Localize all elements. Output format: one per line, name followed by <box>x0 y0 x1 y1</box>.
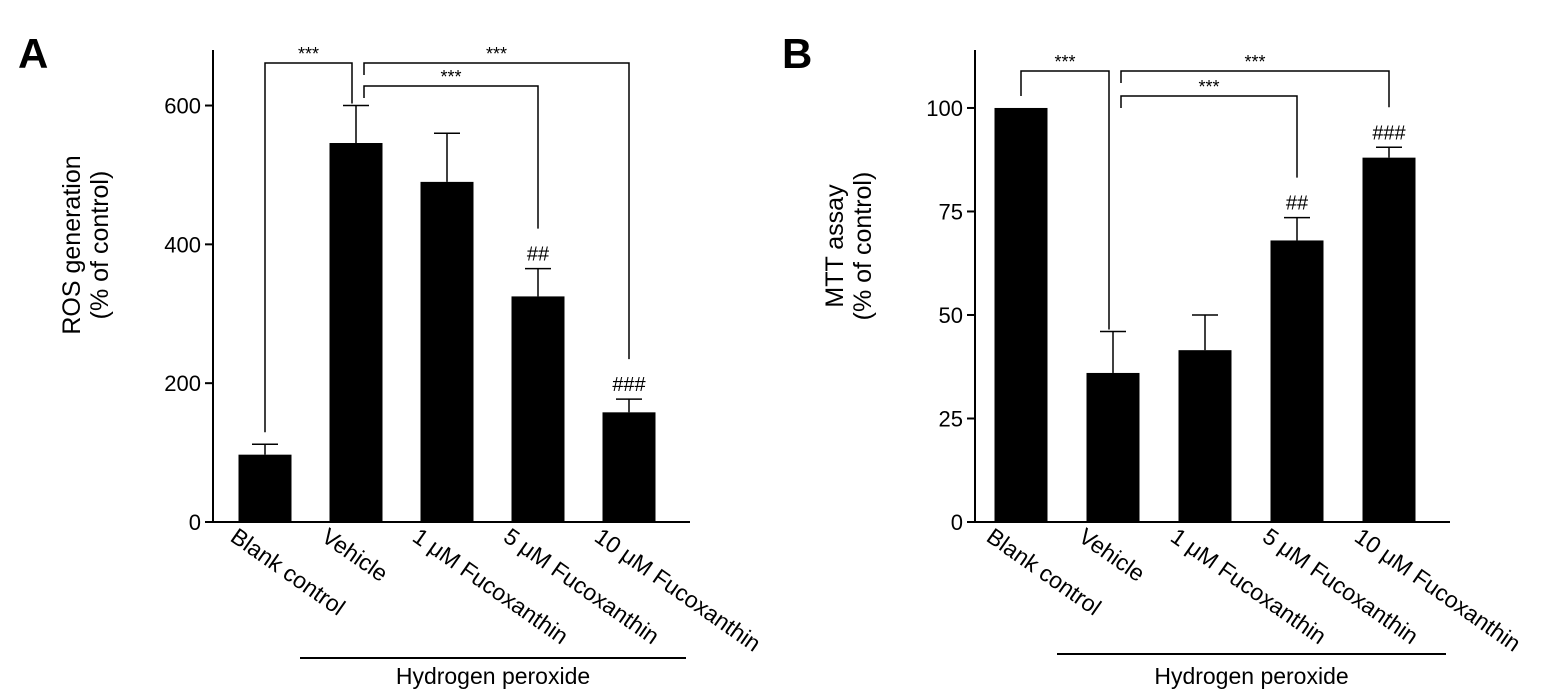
y-tick-label: 0 <box>951 510 963 535</box>
y-axis-label: (% of control) <box>849 172 877 321</box>
bar <box>602 412 656 522</box>
data-annotation: ## <box>527 244 550 266</box>
significance-bracket <box>1120 70 1390 108</box>
bar <box>329 143 383 522</box>
significance-label: *** <box>1054 52 1075 72</box>
y-tick-label: 25 <box>939 406 963 431</box>
x-tick-label: Vehicle <box>317 523 393 587</box>
group-label: Hydrogen peroxide <box>396 663 590 689</box>
y-tick-label: 75 <box>939 199 963 224</box>
bar <box>1178 350 1232 522</box>
significance-bracket <box>264 62 353 433</box>
x-tick-label: 5 μM Fucoxanthin <box>1258 523 1423 649</box>
x-tick-label: 5 μM Fucoxanthin <box>499 523 664 649</box>
panel-label-a: A <box>18 30 48 77</box>
significance-label: *** <box>298 44 319 64</box>
y-tick-label: 0 <box>189 510 201 535</box>
y-tick-label: 400 <box>164 232 201 257</box>
bar <box>420 181 474 522</box>
significance-label: *** <box>440 67 461 87</box>
y-tick-label: 100 <box>926 96 963 121</box>
significance-bracket <box>363 85 539 229</box>
x-tick-label: 1 μM Fucoxanthin <box>1166 523 1331 649</box>
data-annotation: ### <box>1372 122 1406 144</box>
x-tick-label: Vehicle <box>1074 523 1150 587</box>
y-tick-label: 200 <box>164 371 201 396</box>
y-axis-label: MTT assay <box>821 184 849 308</box>
y-axis-label: ROS generation <box>58 155 86 334</box>
group-label: Hydrogen peroxide <box>1154 663 1348 689</box>
bar <box>511 296 565 522</box>
bar <box>994 107 1048 523</box>
significance-label: *** <box>486 44 507 64</box>
x-tick-label: 10 μM Fucoxanthin <box>1350 523 1526 657</box>
bar <box>1270 240 1324 522</box>
bar <box>1362 157 1416 523</box>
y-tick-label: 50 <box>939 303 963 328</box>
y-tick-label: 600 <box>164 94 201 119</box>
significance-label: *** <box>1244 52 1265 72</box>
x-tick-label: 10 μM Fucoxanthin <box>590 523 766 657</box>
data-annotation: ### <box>612 374 646 396</box>
bar <box>238 454 292 522</box>
y-axis-label: (% of control) <box>86 171 114 320</box>
panel-label-b: B <box>782 30 812 77</box>
significance-bracket <box>1020 70 1110 330</box>
bar <box>1086 372 1140 522</box>
significance-label: *** <box>1198 77 1219 97</box>
data-annotation: ## <box>1286 193 1309 215</box>
significance-bracket <box>363 62 630 360</box>
x-tick-label: 1 μM Fucoxanthin <box>408 523 573 649</box>
significance-bracket <box>1120 95 1298 178</box>
